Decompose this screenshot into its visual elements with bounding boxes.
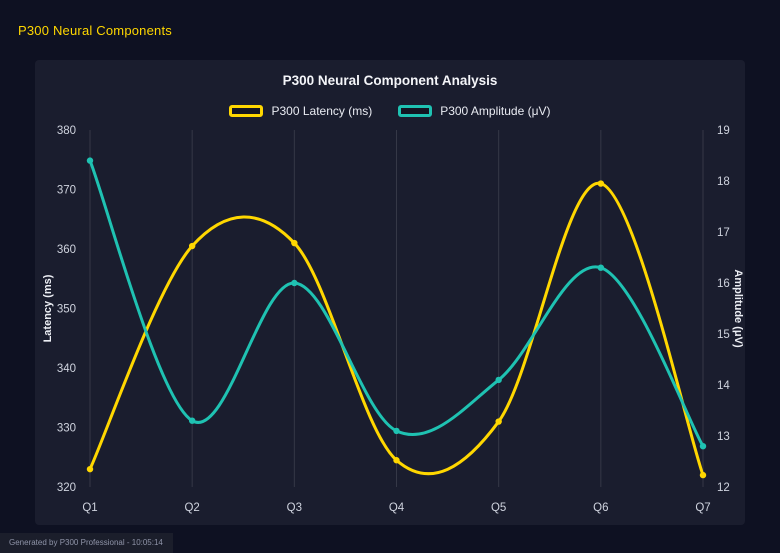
svg-text:370: 370 [57,185,76,197]
chart-title: P300 Neural Component Analysis [282,73,498,88]
svg-text:Q6: Q6 [593,502,608,514]
svg-text:Latency (ms): Latency (ms) [42,274,54,342]
legend-item-latency[interactable]: P300 Latency (ms) [229,104,372,118]
svg-text:17: 17 [717,227,730,239]
svg-text:Q3: Q3 [287,502,302,514]
svg-text:320: 320 [57,482,76,494]
chart-card: P300 Neural Component Analysis P300 Late… [35,60,745,525]
svg-text:13: 13 [717,431,730,443]
svg-text:340: 340 [57,363,76,375]
svg-text:14: 14 [717,380,730,392]
svg-text:Q7: Q7 [695,502,710,514]
svg-text:350: 350 [57,304,76,316]
svg-text:Amplitude (μV): Amplitude (μV) [732,269,744,348]
svg-text:Q5: Q5 [491,502,506,514]
amplitude-legend-marker-icon [398,105,433,117]
svg-text:330: 330 [57,423,76,435]
svg-text:Q1: Q1 [82,502,97,514]
line-chart: Q1 Q2 Q3 Q4 Q5 Q6 Q7 320 330 340 350 360 370 380 12 13 1… [42,125,744,514]
generated-footer: Generated by P300 Professional - 10:05:1… [0,533,173,553]
legend-label-latency: P300 Latency (ms) [271,104,373,118]
svg-text:380: 380 [57,125,76,137]
svg-text:19: 19 [717,125,730,137]
legend-label-amplitude: P300 Amplitude (μV) [440,104,551,118]
svg-text:12: 12 [717,482,730,494]
svg-text:18: 18 [717,176,730,188]
legend-item-amplitude[interactable]: P300 Amplitude (μV) [398,104,551,118]
page-title: P300 Neural Components [18,23,172,38]
svg-text:Q2: Q2 [184,502,199,514]
svg-text:15: 15 [717,329,730,341]
chart-legend: P300 Latency (ms) P300 Amplitude (μV) [35,104,745,118]
svg-text:Q4: Q4 [389,502,405,514]
svg-text:16: 16 [717,278,730,290]
svg-text:360: 360 [57,244,76,256]
latency-legend-marker-icon [229,105,264,117]
